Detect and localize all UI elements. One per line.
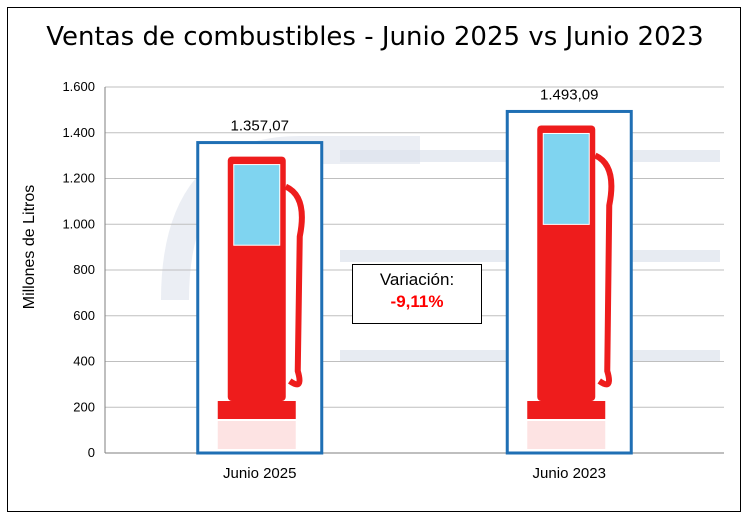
variation-annotation: Variación: -9,11%	[352, 264, 482, 324]
fuel-pump-icon	[217, 156, 305, 449]
y-tick-label: 0	[88, 445, 95, 460]
y-tick-label: 600	[73, 308, 95, 323]
y-axis-label: Millones de Litros	[21, 184, 38, 310]
y-tick-label: 1.000	[62, 216, 95, 231]
y-tick-label: 800	[73, 262, 95, 277]
chart-title: Ventas de combustibles - Junio 2025 vs J…	[46, 22, 704, 52]
variation-value: -9,11%	[390, 292, 444, 311]
x-tick-label: Junio 2025	[223, 465, 296, 482]
x-tick-label: Junio 2023	[533, 465, 606, 482]
y-tick-label: 1.600	[62, 79, 95, 94]
data-label: 1.493,09	[540, 86, 598, 103]
fuel-pump-icon	[527, 125, 615, 449]
variation-label: Variación:	[379, 270, 455, 289]
data-label: 1.357,07	[231, 118, 289, 135]
y-tick-label: 1.400	[62, 125, 95, 140]
y-tick-label: 400	[73, 354, 95, 369]
y-tick-label: 1.200	[62, 171, 95, 186]
y-tick-label: 200	[73, 399, 95, 414]
